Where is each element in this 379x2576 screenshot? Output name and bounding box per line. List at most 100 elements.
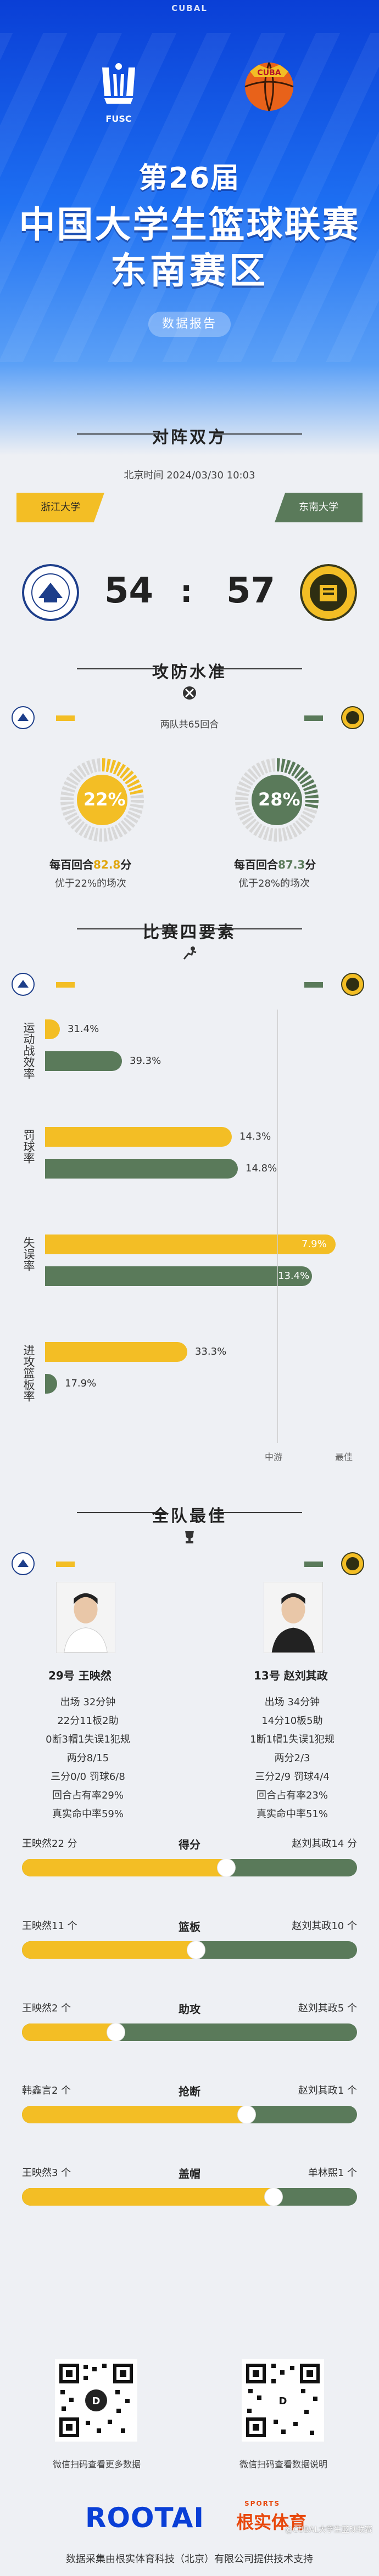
ring-segment xyxy=(298,817,310,828)
ring-segment xyxy=(291,764,301,777)
home-player-photo xyxy=(56,1582,115,1653)
compare-stat-name: 得分 xyxy=(179,1838,200,1851)
section-fourfactors-header: 比赛四要素 xyxy=(0,918,379,960)
ring-segment xyxy=(83,825,92,839)
compare-bar-knob xyxy=(187,1941,205,1959)
ring-segment xyxy=(119,766,130,779)
home-color-bar xyxy=(56,715,75,721)
ring-segment xyxy=(76,765,87,777)
ring-segment xyxy=(289,825,298,838)
qr-code-left[interactable]: D xyxy=(55,2359,137,2442)
compare-bar-fill xyxy=(22,1941,196,1959)
seu-crest-icon xyxy=(300,564,357,621)
away-factor-value: 13.4% xyxy=(278,1270,310,1282)
ring-segment xyxy=(122,770,134,782)
ring-segment xyxy=(287,761,296,775)
compare-bar-knob xyxy=(265,2188,282,2206)
compare-bar xyxy=(22,2106,357,2123)
footer-note: 数据采集由根实体育科技（北京）有限公司提供技术支持 xyxy=(66,2554,313,2565)
ring-segment xyxy=(303,783,317,791)
svg-text:CUBA: CUBA xyxy=(257,69,281,77)
player-stat-line: 三分2/9 罚球4/4 xyxy=(255,1771,330,1783)
ring-segment xyxy=(69,772,81,783)
away-per100-note: 优于28%的场次 xyxy=(238,878,310,889)
ring-segment xyxy=(304,789,318,795)
compare-bar xyxy=(22,2023,357,2041)
away-factor-bar xyxy=(45,1051,122,1071)
home-factor-value: 7.9% xyxy=(302,1238,327,1250)
player-stat-line: 14分10板5助 xyxy=(261,1715,323,1727)
cuba-logo: CUBA xyxy=(239,55,299,115)
ring-segment xyxy=(302,779,315,788)
svg-text:D: D xyxy=(279,2395,287,2407)
home-ring-gauge xyxy=(60,758,144,842)
ring-segment xyxy=(63,781,77,790)
ring-segment xyxy=(295,820,306,832)
ring-segment xyxy=(249,821,260,833)
fusc-label: FUSC xyxy=(105,114,132,124)
home-per100: 每百回合82.8分 xyxy=(49,858,132,871)
ring-segment xyxy=(253,823,263,836)
away-color-bar xyxy=(304,715,323,721)
ring-segment xyxy=(241,776,254,786)
edition-title: 第26届 xyxy=(138,162,241,195)
player-stat-line: 回合占有率29% xyxy=(52,1790,124,1801)
factor-label: 运动战效率 xyxy=(22,1022,35,1079)
basketball-player-icon xyxy=(183,946,197,960)
qr-code-right[interactable]: D xyxy=(242,2359,324,2442)
brand-top: CUBAL xyxy=(171,3,208,13)
ring-segment xyxy=(127,779,140,788)
away-factor-bar xyxy=(45,1159,238,1179)
player-portrait-icon xyxy=(271,1593,315,1653)
report-pill: 数据报告 xyxy=(148,312,231,337)
ring-segment xyxy=(97,758,101,772)
ring-segment xyxy=(62,809,76,816)
compare-bar-fill xyxy=(22,1859,226,1876)
home-factor-bar xyxy=(45,1019,60,1039)
ring-segment xyxy=(61,805,75,811)
away-color-bar xyxy=(304,1562,323,1567)
player-stat-line: 两分8/15 xyxy=(66,1752,109,1764)
ring-segment xyxy=(99,828,102,842)
ring-segment xyxy=(62,786,75,793)
home-factor-value: 31.4% xyxy=(68,1023,99,1035)
compare-bar-knob xyxy=(238,2106,255,2123)
ring-segment xyxy=(103,828,108,842)
crossed-swords-icon xyxy=(183,686,196,700)
compare-right-label: 单林熙1 个 xyxy=(308,2167,357,2179)
svg-text:D: D xyxy=(92,2395,101,2407)
section-offdef-header: 攻防水准 xyxy=(0,658,379,700)
mid-gridline xyxy=(277,1010,278,1443)
ring-segment xyxy=(280,758,286,773)
ring-segment xyxy=(64,812,77,821)
watermark: @CUBAL大学生篮球联赛 xyxy=(285,2526,372,2534)
ring-segment xyxy=(282,827,288,841)
ring-segment xyxy=(247,768,259,780)
compare-right-label: 赵刘其政1 个 xyxy=(298,2085,357,2096)
ring-segment xyxy=(305,794,319,799)
ring-segment xyxy=(236,805,249,811)
ring-segment xyxy=(292,822,303,835)
ring-segment xyxy=(127,810,141,819)
compare-right-label: 赵刘其政5 个 xyxy=(298,2003,357,2014)
home-color-bar xyxy=(56,1562,75,1567)
ring-segment xyxy=(111,826,119,840)
home-factor-value: 14.3% xyxy=(239,1131,271,1142)
away-per100: 每百回合87.3分 xyxy=(234,858,316,871)
divider xyxy=(214,433,302,435)
ring-segment xyxy=(113,761,121,775)
home-per100-note: 优于22%的场次 xyxy=(55,878,127,889)
player-stat-line: 22分11板2助 xyxy=(57,1715,119,1727)
away-color-bar xyxy=(304,982,323,988)
ring-segment xyxy=(260,760,268,774)
home-color-bar xyxy=(56,982,75,988)
divider xyxy=(214,928,302,929)
fusc-emblem-icon xyxy=(102,63,135,104)
ring-segment xyxy=(123,817,136,828)
ring-segment xyxy=(60,801,74,805)
home-score: 54 xyxy=(104,571,154,611)
ring-segment xyxy=(125,814,138,824)
seu-mini-crest-icon xyxy=(341,706,364,729)
compare-bar-fill xyxy=(22,2106,247,2123)
seu-mini-crest-icon xyxy=(341,973,364,996)
